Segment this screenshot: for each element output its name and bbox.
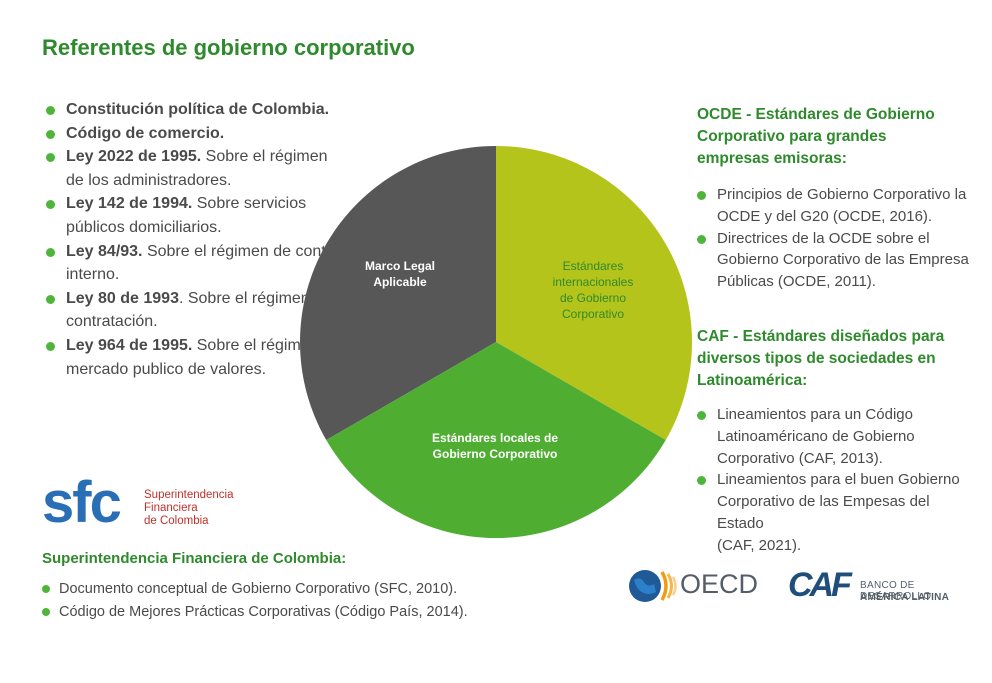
item-text: (CAF, 2021). xyxy=(717,536,802,554)
sfc-list: Documento conceptual de Gobierno Corpora… xyxy=(42,578,468,624)
bullet-icon xyxy=(46,341,55,351)
pie-label-marco-legal: Marco Legal Aplicable xyxy=(340,258,460,290)
oecd-logo-text: OECD xyxy=(680,569,759,599)
item-bold: Código de comercio. xyxy=(66,124,225,142)
ocde-list: Principios de Gobierno Corporativo la OC… xyxy=(697,184,982,293)
pie-segment-locales xyxy=(326,342,666,538)
item-text: Lineamientos para un Código Latinoaméric… xyxy=(717,406,915,467)
item-bold: Ley 80 de 1993 xyxy=(66,289,179,307)
item-text: Sobre el régimen de control interno. xyxy=(66,242,344,284)
bullet-icon xyxy=(46,294,55,304)
pie-label-line: Aplicable xyxy=(373,275,427,289)
list-item: Directrices de la OCDE sobre el Gobierno… xyxy=(697,228,979,293)
item-text: Código de Mejores Prácticas Corporativas… xyxy=(59,604,468,620)
caf-logo-line1: BANCO DE DESARROLLO xyxy=(860,580,932,602)
sfc-logo-line: de Colombia xyxy=(144,515,209,527)
item-bold: Ley 2022 de 1995. xyxy=(66,148,202,166)
sfc-logo: sfc Superintendencia Financiera de Colom… xyxy=(42,474,262,534)
item-text: Directrices de la OCDE sobre el Gobierno… xyxy=(717,229,969,291)
bullet-icon xyxy=(46,200,55,210)
list-item: Ley 80 de 1993. Sobre el régimen de cont… xyxy=(46,287,346,334)
pie-diagram xyxy=(300,146,692,538)
list-item: (CAF, 2021). xyxy=(697,535,972,557)
list-item: Lineamientos para el buen Gobierno Corpo… xyxy=(697,469,972,534)
item-bold: Constitución política de Colombia. xyxy=(66,101,330,118)
item-bold: Ley 142 de 1994. xyxy=(66,195,193,213)
pie-label-line: de Gobierno xyxy=(559,291,627,305)
caf-section: CAF - Estándares diseñados para diversos… xyxy=(697,326,982,557)
caf-logo-line2: AMÉRICA LATINA xyxy=(860,592,950,603)
bullet-icon xyxy=(697,411,706,420)
pie-label-line: Corporativo xyxy=(561,307,625,321)
item-bold: Ley 84/93. xyxy=(66,242,143,260)
bullet-icon xyxy=(46,247,55,257)
pie-label-line: Estándares xyxy=(562,259,624,273)
pie-label-internacionales: Estándares internacionales de Gobierno C… xyxy=(528,258,658,322)
list-item: Ley 142 de 1994. Sobre servicios público… xyxy=(46,192,346,239)
item-text: . Sobre el régimen de contratación. xyxy=(66,289,332,331)
pie-segment-internacionales xyxy=(496,146,692,440)
pie-label-line: Estándares locales de xyxy=(431,431,559,445)
pie-label-line: Gobierno Corporativo xyxy=(432,447,558,461)
list-item: Lineamientos para un Código Latinoaméric… xyxy=(697,404,967,469)
item-text: Documento conceptual de Gobierno Corpora… xyxy=(59,581,458,597)
bullet-icon xyxy=(46,129,55,139)
list-item: Documento conceptual de Gobierno Corpora… xyxy=(42,578,468,601)
ocde-heading: OCDE - Estándares de Gobierno Corporativ… xyxy=(697,106,935,167)
pie-label-line: internacionales xyxy=(552,275,634,289)
pie-segment-marco-legal xyxy=(300,146,496,440)
item-text: Sobre servicios públicos domiciliarios. xyxy=(66,195,307,236)
page-title: Referentes de gobierno corporativo xyxy=(42,35,415,60)
caf-logo-mark: CAF xyxy=(788,566,852,604)
pie-label-locales: Estándares locales de Gobierno Corporati… xyxy=(410,430,580,462)
bullet-icon xyxy=(46,153,55,163)
caf-heading: CAF - Estándares diseñados para diversos… xyxy=(697,328,945,389)
caf-list: Lineamientos para un Código Latinoaméric… xyxy=(697,404,982,557)
sfc-heading: Superintendencia Financiera de Colombia: xyxy=(42,550,347,567)
sfc-logo-line: Superintendencia xyxy=(144,489,234,501)
list-item: Código de comercio. xyxy=(46,122,346,146)
bullet-icon xyxy=(697,191,706,200)
caf-logo: CAF BANCO DE DESARROLLO AMÉRICA LATINA xyxy=(788,566,988,606)
list-item: Ley 84/93. Sobre el régimen de control i… xyxy=(46,240,346,287)
sfc-logo-letters: sfc xyxy=(42,470,122,535)
sfc-logo-line: Financiera xyxy=(144,502,198,514)
pie-label-line: Marco Legal xyxy=(364,259,436,273)
oecd-logo: OECD xyxy=(628,566,773,606)
list-item: Principios de Gobierno Corporativo la OC… xyxy=(697,184,972,228)
list-item: Constitución política de Colombia. xyxy=(46,98,346,122)
list-item: Ley 2022 de 1995. Sobre el régimen de lo… xyxy=(46,145,346,192)
item-text: Sobre el régimen de los administradores. xyxy=(66,148,328,189)
item-text: Lineamientos para el buen Gobierno Corpo… xyxy=(717,471,960,532)
bullet-icon xyxy=(42,585,50,593)
bullet-icon xyxy=(46,106,55,115)
item-text: Principios de Gobierno Corporativo la OC… xyxy=(717,186,967,225)
sfc-logo-text: Superintendencia Financiera de Colombia xyxy=(144,489,234,528)
oecd-globe-icon xyxy=(629,570,677,602)
ocde-section: OCDE - Estándares de Gobierno Corporativ… xyxy=(697,104,982,293)
list-item: Código de Mejores Prácticas Corporativas… xyxy=(42,601,468,624)
bullet-icon xyxy=(697,476,706,486)
bullet-icon xyxy=(42,608,50,616)
item-bold: Ley 964 de 1995. xyxy=(66,336,193,354)
bullet-icon xyxy=(697,234,706,244)
